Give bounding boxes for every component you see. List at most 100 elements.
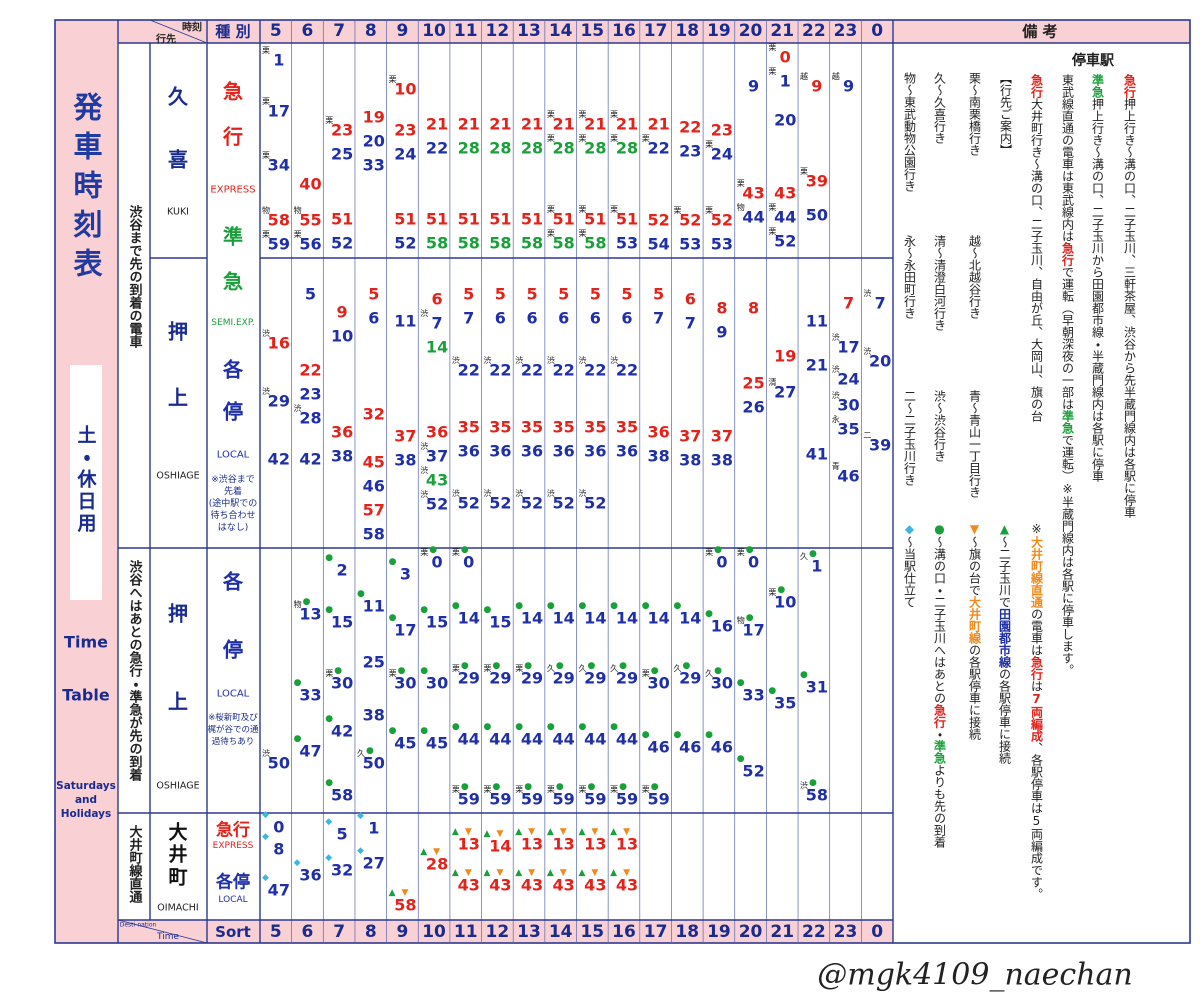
dest-guide: 物～東武動物公園行き bbox=[902, 72, 917, 192]
marker: ▲ ▼ bbox=[483, 828, 504, 839]
destination-mark: 栗 bbox=[546, 785, 555, 794]
destination-mark: 久 bbox=[705, 668, 714, 678]
dest-guide: 久～久喜行き bbox=[932, 72, 947, 144]
marker: ● bbox=[334, 665, 343, 676]
note-text: 大井町線直通 bbox=[1029, 536, 1044, 608]
departure-minute: 22 bbox=[647, 138, 670, 158]
departure-minute: 21 bbox=[615, 114, 639, 134]
destination-mark: 渋 bbox=[262, 748, 270, 758]
departure-minute: 38 bbox=[330, 446, 354, 466]
marker: ● bbox=[587, 782, 596, 792]
note-text: よりも先の到着 bbox=[932, 764, 947, 848]
kind: 停 bbox=[223, 637, 243, 662]
departure-minute: 59 bbox=[584, 789, 607, 809]
footer-time: Time bbox=[156, 932, 180, 942]
destination-mark: 栗 bbox=[705, 206, 714, 215]
departure-minute: 33 bbox=[299, 685, 322, 705]
marker: ● bbox=[365, 745, 374, 756]
departure-minute: 53 bbox=[679, 234, 702, 254]
departure-minute: 28 bbox=[615, 138, 639, 158]
destination-mark: 渋 bbox=[483, 355, 492, 365]
destination-mark: 渋 bbox=[483, 488, 492, 498]
departure-minute: 51 bbox=[489, 209, 512, 229]
direction-note: 大井町線直通 bbox=[126, 825, 142, 903]
departure-minute: 45 bbox=[394, 733, 417, 753]
destination-mark: 渋 bbox=[610, 355, 619, 365]
departure-minute: 5 bbox=[558, 284, 570, 304]
departure-minute: 30 bbox=[425, 673, 449, 692]
departure-minute: 43 bbox=[742, 183, 765, 203]
destination-mark: 栗 bbox=[641, 668, 650, 678]
departure-minute: 7 bbox=[463, 308, 475, 328]
departure-minute: 17 bbox=[837, 337, 860, 357]
note-text: 急行 bbox=[932, 704, 947, 728]
departure-minute: 29 bbox=[457, 668, 480, 688]
stop-note: 急行押上行き～溝の口、二子玉川、三軒茶屋、渋谷から先半蔵門線内は各駅に停車 bbox=[1122, 74, 1139, 518]
destination-mark: 栗 bbox=[736, 179, 745, 189]
note-text: 急行 bbox=[1029, 74, 1044, 98]
marker: ● bbox=[420, 725, 429, 736]
destination-mark: 栗 bbox=[388, 668, 397, 678]
departure-minute: 44 bbox=[742, 207, 765, 227]
departure-minute: 14 bbox=[520, 608, 544, 628]
departure-minute: 59 bbox=[267, 234, 290, 254]
note-text: 急行 bbox=[1060, 242, 1075, 266]
destination-mark: 栗 bbox=[325, 668, 334, 678]
header-time: 時刻 bbox=[182, 22, 202, 34]
departure-minute: 0 bbox=[716, 552, 728, 572]
note-text: ▼ bbox=[967, 522, 982, 536]
marker: ● bbox=[451, 721, 460, 732]
departure-minute: 20 bbox=[774, 110, 797, 130]
departure-minute: 51 bbox=[584, 209, 607, 229]
departure-minute: 36 bbox=[615, 441, 639, 461]
departure-minute: 41 bbox=[805, 444, 829, 464]
marker: ▲ ▼ bbox=[515, 827, 536, 838]
hour-header: 16 bbox=[612, 21, 636, 41]
footer-kind: Sort bbox=[215, 923, 251, 941]
departure-minute: 58 bbox=[520, 233, 544, 253]
marker: ● bbox=[293, 677, 302, 688]
departure-minute: 6 bbox=[431, 289, 443, 309]
destination-mark: 栗 bbox=[262, 230, 270, 239]
departure-minute: 51 bbox=[457, 209, 480, 229]
departure-minute: 40 bbox=[299, 174, 322, 194]
stop-note: 東武線直通の電車は東武線内は急行で運転（早朝深夜の一部は準急で運転）※半蔵門線内… bbox=[1060, 74, 1077, 676]
departure-minute: 14 bbox=[647, 608, 670, 628]
departure-minute: 43 bbox=[489, 875, 512, 895]
departure-minute: 19 bbox=[362, 107, 385, 127]
departure-minute: 8 bbox=[273, 839, 285, 859]
destination-mark: 栗 bbox=[262, 46, 270, 56]
marker: ● bbox=[555, 782, 564, 792]
note-text: は bbox=[1029, 680, 1044, 692]
hour-footer: 7 bbox=[333, 922, 346, 942]
note-text: ● bbox=[932, 522, 947, 536]
marker: ● bbox=[619, 782, 627, 792]
departure-minute: 53 bbox=[710, 234, 734, 254]
departure-minute: 13 bbox=[552, 834, 575, 854]
departure-minute: 31 bbox=[805, 677, 829, 697]
departure-minute: 59 bbox=[552, 789, 575, 809]
destination-mark: 渋 bbox=[451, 488, 460, 498]
destination-mark: 渋 bbox=[420, 308, 429, 318]
kind: 急 bbox=[223, 269, 243, 294]
departure-minute: 52 bbox=[774, 231, 797, 251]
marker: ● bbox=[546, 601, 555, 612]
kind: 急 bbox=[223, 79, 243, 104]
departure-minute: 38 bbox=[394, 450, 417, 470]
departure-minute: 14 bbox=[425, 337, 449, 357]
departure-minute: 14 bbox=[552, 608, 575, 628]
departure-minute: 46 bbox=[710, 737, 734, 757]
departure-minute: 47 bbox=[299, 741, 322, 761]
departure-minute: 6 bbox=[589, 308, 601, 328]
departure-minute: 58 bbox=[362, 524, 385, 544]
departure-minute: 43 bbox=[457, 875, 480, 895]
departure-minute: 43 bbox=[552, 875, 575, 895]
hour-header: 11 bbox=[453, 21, 478, 41]
hour-header: 13 bbox=[517, 21, 541, 41]
destination-mark: 栗 bbox=[736, 548, 745, 557]
departure-minute: 22 bbox=[615, 360, 639, 380]
departure-minute: 55 bbox=[299, 210, 322, 230]
kind-en: EXPRESS bbox=[210, 184, 256, 196]
note-text: 大井町線 bbox=[967, 596, 982, 644]
destination-mark: 久 bbox=[356, 748, 365, 758]
